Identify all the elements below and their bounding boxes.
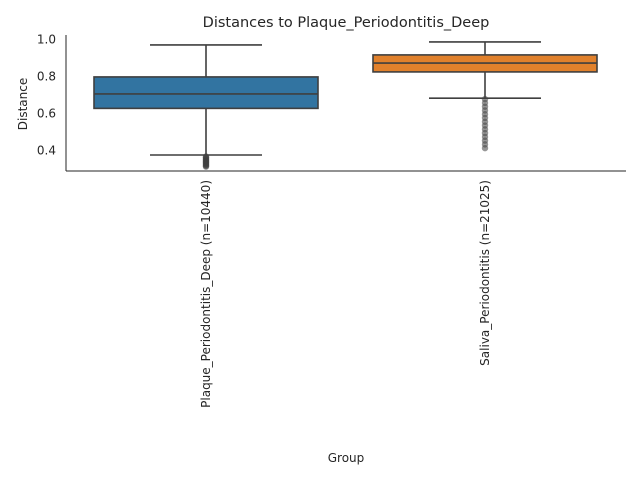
- x-axis-label: Group: [328, 451, 365, 465]
- y-tick-label: 0.6: [37, 107, 56, 121]
- x-tick-label: Saliva_Periodontitis (n=21025): [478, 180, 492, 366]
- y-tick-label: 0.8: [37, 70, 56, 84]
- box-iqr: [93, 76, 319, 110]
- x-tick-label: Plaque_Periodontitis_Deep (n=10440): [199, 180, 213, 408]
- chart-title: Distances to Plaque_Periodontitis_Deep: [203, 15, 490, 31]
- box-1: [372, 41, 598, 152]
- y-axis-label: Distance: [16, 78, 30, 130]
- box-0: [93, 44, 319, 170]
- y-tick-label: 0.4: [37, 144, 56, 158]
- y-tick-label: 1.0: [37, 33, 56, 47]
